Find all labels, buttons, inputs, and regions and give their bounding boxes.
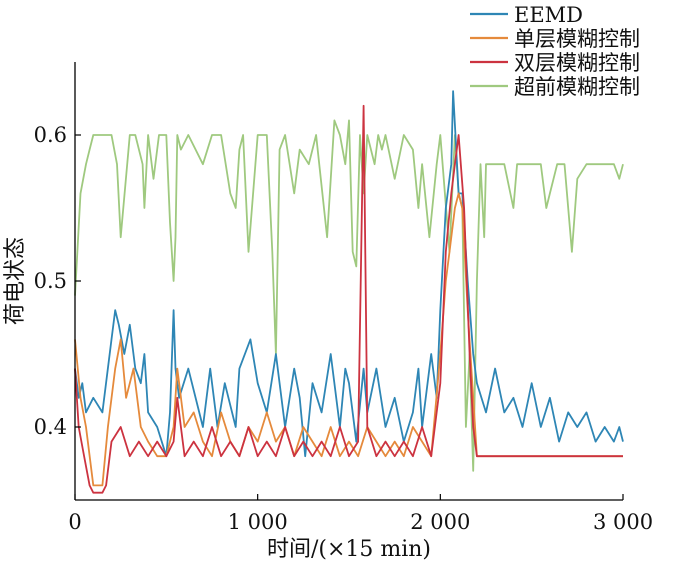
x-tick-label: 3 000 — [593, 510, 653, 534]
x-tick-label: 2 000 — [410, 510, 470, 534]
x-tick-label: 1 000 — [228, 510, 288, 534]
series-line-2 — [74, 90, 624, 458]
y-tick-label: 0.4 — [34, 415, 67, 439]
x-axis-label: 时间/(×15 min) — [267, 537, 431, 562]
legend-label: EEMD — [514, 3, 583, 27]
x-tick-label: 0 — [68, 510, 81, 534]
ticks-layer: 0 1 000 2 000 3 000 0.4 0.5 0.6 — [34, 123, 653, 534]
series-line-4 — [74, 104, 623, 494]
legend-label: 双层模糊控制 — [514, 51, 640, 75]
series-line-1 — [74, 119, 624, 472]
legend-label: 超前模糊控制 — [514, 75, 640, 99]
series-layer — [74, 90, 624, 494]
y-tick-label: 0.5 — [34, 269, 67, 293]
legend-label: 单层模糊控制 — [514, 27, 640, 51]
y-tick-label: 0.6 — [34, 123, 67, 147]
y-axis-label: 荷电状态 — [3, 237, 28, 325]
